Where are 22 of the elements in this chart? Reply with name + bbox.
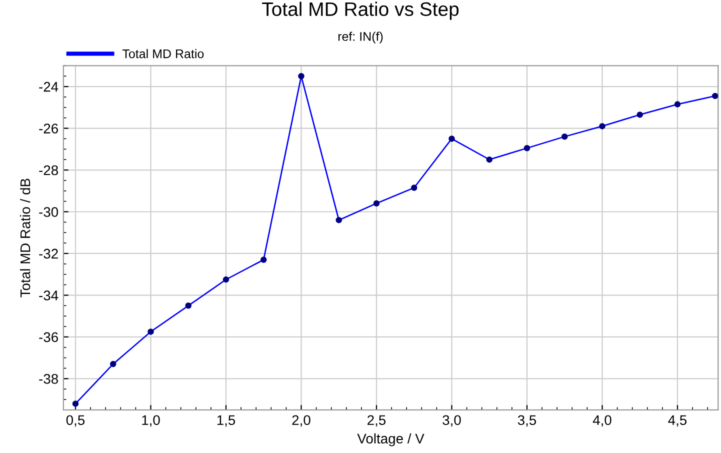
legend-label: Total MD Ratio <box>122 49 204 58</box>
y-tick-label: -38 <box>39 374 58 384</box>
x-tick-label: 1,5 <box>217 415 236 427</box>
x-tick-label: 0,5 <box>66 415 85 427</box>
x-tick-label: 3,5 <box>518 415 536 427</box>
x-tick-label: 2,0 <box>292 415 310 427</box>
y-tick-label: -24 <box>39 82 58 92</box>
x-tick-label: 3,0 <box>442 415 461 427</box>
chart-title: Total MD Ratio vs Step <box>262 2 459 20</box>
y-tick-label: -26 <box>39 124 58 134</box>
y-tick-label: -36 <box>39 332 58 342</box>
x-tick-label: 4,0 <box>592 415 612 427</box>
y-tick-label: -28 <box>39 165 58 176</box>
y-tick-label: -32 <box>39 248 58 259</box>
y-tick-label: -30 <box>39 207 58 217</box>
x-tick-label: 4,5 <box>668 415 687 427</box>
y-axis-title: Total MD Ratio / dB <box>20 178 30 298</box>
chart-subtitle: ref: IN(f) <box>338 32 383 44</box>
y-tick-label: -34 <box>39 290 58 300</box>
x-tick-label: 1,0 <box>142 415 160 427</box>
x-axis-title: Voltage / V <box>357 433 424 446</box>
x-tick-label: 2,5 <box>368 415 386 427</box>
